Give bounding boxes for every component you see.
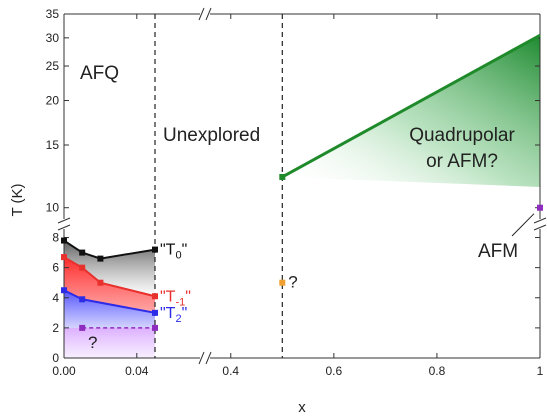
x-break-top-gap [200, 6, 210, 22]
series-2-point [61, 287, 67, 294]
label-quadrupolar-line1: Quadrupolar [409, 125, 515, 146]
series-label-subscript: -1 [175, 296, 185, 308]
series-label-main: "T [160, 242, 176, 259]
green-boundary-line [281, 33, 541, 179]
y-break-left [56, 217, 72, 231]
series-0-point [152, 246, 158, 253]
green-line-start-point [279, 173, 286, 180]
label-unexplored: Unexplored [163, 125, 260, 146]
series-label-subscript: 2 [175, 313, 181, 325]
y-break-left-slash-b [57, 224, 71, 231]
y-tick-label: 20 [46, 94, 60, 108]
x-tick-label: 0.6 [326, 364, 343, 378]
y-tick-label: 10 [46, 201, 60, 215]
afm-pointer-line [511, 213, 535, 237]
standalone-point-1 [537, 204, 543, 211]
series-label-main: "T [160, 305, 176, 322]
series-1-point [79, 264, 86, 271]
fill-purple-region [64, 327, 155, 358]
label-afm: AFM [478, 241, 518, 262]
x-tick-label: 0.4 [222, 364, 239, 378]
series-t1-line [63, 256, 156, 298]
y-break-right-slash-a [533, 217, 547, 224]
y-tick-label: 25 [46, 59, 60, 73]
plot-frame [56, 6, 547, 366]
fill-quadrupolar-region [282, 35, 540, 187]
y-tick-label: 6 [52, 261, 59, 275]
series-0-point [97, 255, 104, 262]
series-purple-point [79, 324, 86, 331]
y-break-right-slash-b [533, 224, 547, 231]
x-break-top [198, 6, 212, 22]
series-markers [61, 173, 543, 331]
label-afq: AFQ [80, 63, 119, 84]
x-break-bottom-slash-a [198, 351, 205, 365]
series-label-close-quote: " [182, 305, 188, 322]
series-0-point [79, 249, 86, 256]
x-axis-title: x [298, 399, 306, 416]
series-purple-point [152, 324, 158, 331]
series-label-0: "T0" [160, 242, 187, 262]
series-1-point [61, 254, 67, 261]
y-tick-label: 15 [46, 138, 60, 152]
series-label-1: "T-1" [160, 288, 191, 308]
x-tick-label: 1 [537, 364, 544, 378]
series-1-point [97, 279, 104, 286]
series-2-point [152, 309, 158, 316]
label-quadrupolar-line2: or AFM? [426, 151, 498, 172]
y-axis-title: T (K) [9, 183, 26, 216]
x-tick-label: 0.8 [429, 364, 446, 378]
series-label-main: "T [160, 288, 176, 305]
x-break-bottom-slash-b [205, 351, 212, 365]
y-break-left-gap [56, 219, 72, 229]
y-break-left-slash-a [57, 217, 71, 224]
x-break-top-slash-b [205, 7, 212, 21]
series-2-point [79, 296, 86, 303]
x-tick-label: 0.00 [52, 364, 76, 378]
series-label-subscript: 0 [175, 250, 181, 262]
series-label-close-quote: " [185, 288, 191, 305]
dashed-boundaries [154, 14, 283, 358]
y-break-right [532, 217, 547, 231]
standalone-point-0 [279, 279, 286, 286]
fill-t2-region [64, 290, 155, 328]
region-fills [64, 35, 540, 358]
y-tick-label: 2 [52, 321, 59, 335]
y-tick-label: 8 [52, 231, 59, 245]
label-question-orange: ? [288, 273, 297, 292]
series-1-point [152, 293, 158, 300]
label-question-purple: ? [88, 333, 97, 352]
y-tick-label: 0 [52, 351, 59, 365]
x-break-top-slash-a [198, 7, 205, 21]
y-tick-label: 30 [46, 31, 60, 45]
series-label-2: "T2" [160, 305, 187, 325]
series-0-point [61, 237, 67, 244]
y-tick-label: 4 [52, 291, 59, 305]
y-tick-label: 35 [46, 7, 60, 21]
x-break-bottom-gap [200, 350, 210, 366]
x-tick-label: 0.04 [125, 364, 149, 378]
series-label-close-quote: " [182, 242, 188, 259]
y-break-right-gap [532, 219, 547, 229]
x-break-bottom [198, 350, 212, 366]
series-t0-line [63, 239, 156, 260]
